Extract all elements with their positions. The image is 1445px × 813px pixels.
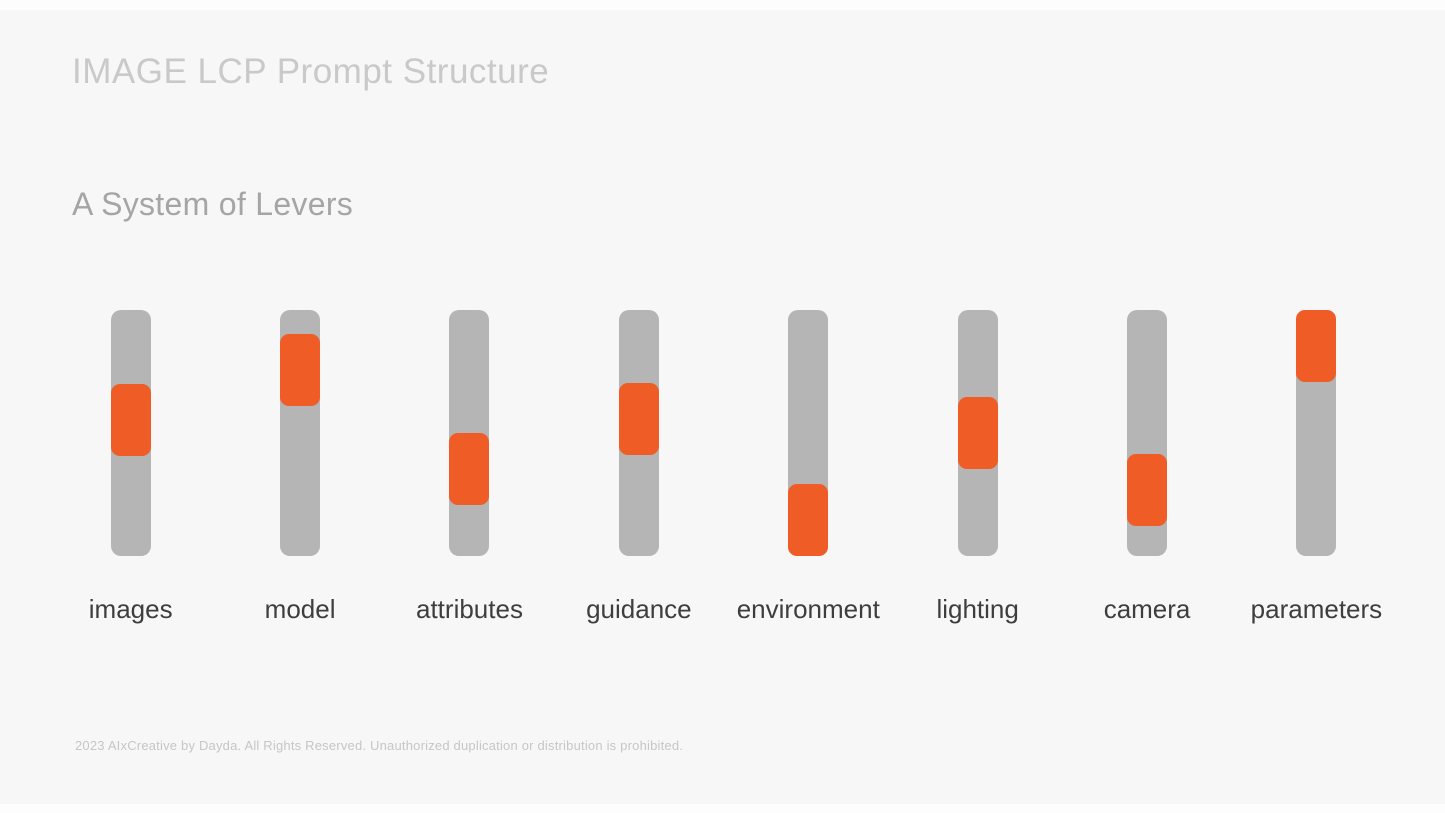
lever-environment: environment (724, 310, 893, 625)
lever-track[interactable] (957, 310, 998, 556)
lever-parameters: parameters (1232, 310, 1401, 625)
lever-track[interactable] (449, 310, 490, 556)
lever-track[interactable] (618, 310, 659, 556)
lever-label: guidance (586, 594, 692, 624)
levers-group: images model attributes guidance environ (46, 310, 1401, 625)
lever-handle[interactable] (618, 383, 659, 455)
lever-model: model (215, 310, 384, 625)
lever-track[interactable] (110, 310, 151, 556)
slide-subtitle: A System of Levers (72, 186, 354, 222)
lever-attributes: attributes (385, 310, 554, 625)
lever-lighting: lighting (893, 310, 1062, 625)
lever-label: camera (1103, 594, 1191, 624)
lever-handle[interactable] (449, 433, 490, 505)
lever-handle[interactable] (280, 334, 321, 406)
lever-track[interactable] (280, 310, 321, 556)
lever-label: attributes (416, 594, 523, 624)
lever-label: model (264, 594, 336, 624)
lever-handle[interactable] (1127, 454, 1168, 526)
lever-camera: camera (1062, 310, 1231, 625)
copyright-footer: 2023 AIxCreative by Dayda. All Rights Re… (75, 738, 684, 753)
lever-label: images (88, 594, 173, 624)
lever-handle[interactable] (957, 397, 998, 469)
lever-handle[interactable] (1296, 310, 1337, 382)
lever-guidance: guidance (554, 310, 723, 625)
slide-canvas: IMAGE LCP Prompt Structure A System of L… (0, 10, 1445, 804)
lever-track[interactable] (1296, 310, 1337, 556)
slide-title: IMAGE LCP Prompt Structure (72, 52, 550, 91)
lever-label: environment (736, 594, 880, 624)
lever-label: parameters (1250, 594, 1383, 624)
lever-handle[interactable] (788, 484, 829, 556)
lever-label: lighting (936, 594, 1019, 624)
lever-track[interactable] (1127, 310, 1168, 556)
lever-images: images (46, 310, 215, 625)
lever-handle[interactable] (110, 384, 151, 456)
lever-track[interactable] (788, 310, 829, 556)
